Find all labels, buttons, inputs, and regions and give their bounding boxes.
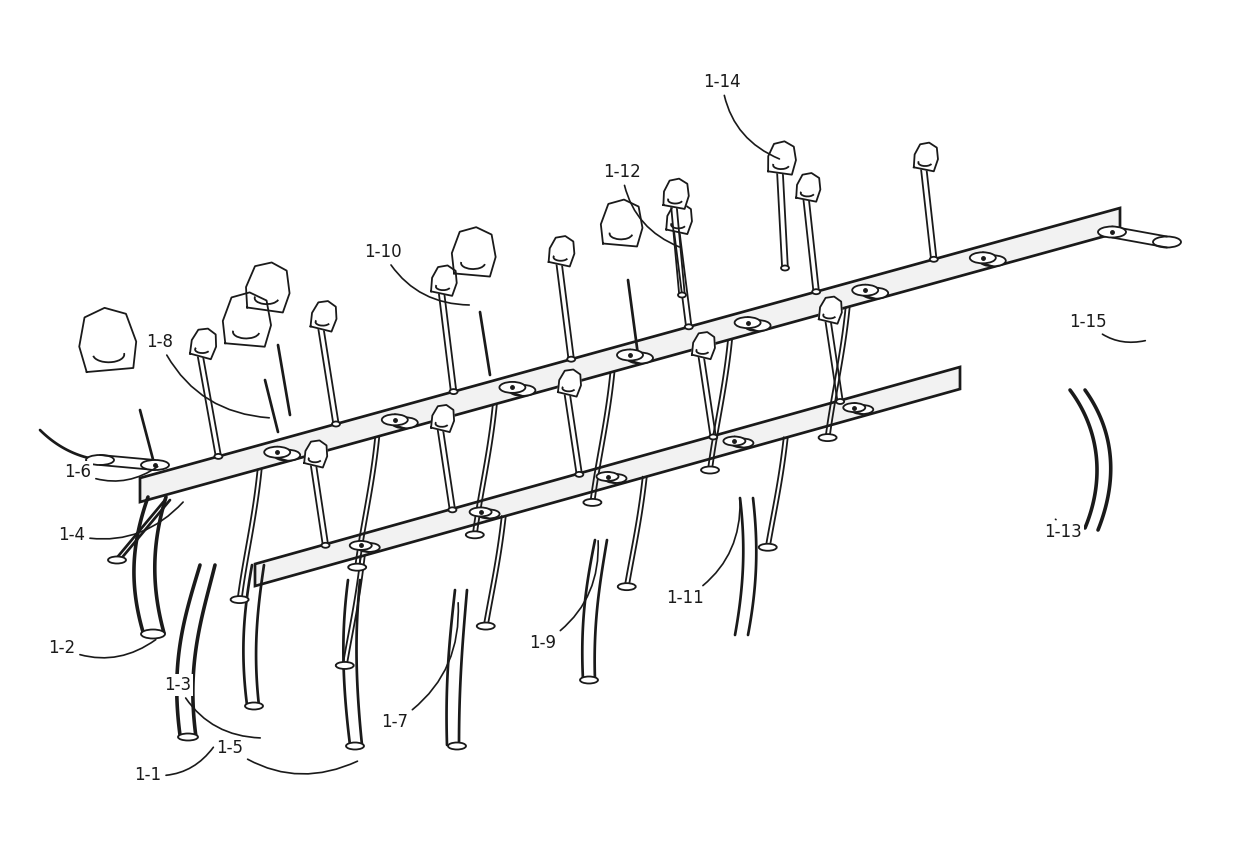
Ellipse shape [179,733,198,740]
Text: 1-5: 1-5 [217,739,357,774]
Ellipse shape [332,421,340,426]
Text: 1-1: 1-1 [134,747,213,784]
Ellipse shape [450,389,458,394]
Ellipse shape [852,285,878,296]
Text: 1-9: 1-9 [529,541,598,652]
Polygon shape [548,236,574,266]
Polygon shape [255,367,960,586]
Ellipse shape [862,288,888,299]
Polygon shape [601,200,642,246]
Text: 1-2: 1-2 [48,639,156,658]
Polygon shape [692,332,715,360]
Text: 1-12: 1-12 [603,163,680,247]
Ellipse shape [734,317,760,328]
Ellipse shape [86,455,114,465]
Ellipse shape [358,543,379,552]
Polygon shape [79,308,136,372]
Ellipse shape [510,385,536,396]
Polygon shape [432,405,454,432]
Ellipse shape [709,435,717,439]
Ellipse shape [215,454,222,459]
Ellipse shape [141,629,165,639]
Ellipse shape [627,353,653,364]
Text: 1-7: 1-7 [382,603,459,731]
Ellipse shape [575,472,583,477]
Polygon shape [246,262,290,312]
Ellipse shape [605,474,626,483]
Text: 1-13: 1-13 [1044,519,1081,541]
Text: 1-4: 1-4 [58,502,184,544]
Ellipse shape [264,447,290,458]
Ellipse shape [274,450,300,461]
Ellipse shape [970,252,996,263]
Ellipse shape [930,257,937,261]
Ellipse shape [348,563,366,571]
Ellipse shape [108,557,126,563]
Ellipse shape [449,508,456,513]
Ellipse shape [744,320,770,331]
Polygon shape [666,204,692,234]
Ellipse shape [836,399,844,404]
Ellipse shape [350,541,372,550]
Ellipse shape [678,293,686,298]
Ellipse shape [759,544,776,551]
Ellipse shape [477,509,500,519]
Ellipse shape [596,472,619,481]
Polygon shape [663,179,688,209]
Text: 1-11: 1-11 [666,501,740,607]
Polygon shape [768,141,796,174]
Polygon shape [190,328,216,360]
Text: 1-15: 1-15 [1069,313,1146,343]
Ellipse shape [781,266,789,271]
Ellipse shape [246,702,263,710]
Ellipse shape [583,499,601,506]
Ellipse shape [818,434,837,441]
Ellipse shape [321,543,330,548]
Ellipse shape [141,460,169,470]
Ellipse shape [470,508,491,516]
Ellipse shape [1153,237,1180,248]
Ellipse shape [500,382,526,393]
Polygon shape [796,173,821,201]
Ellipse shape [851,405,873,414]
Polygon shape [310,301,336,332]
Ellipse shape [476,623,495,629]
Polygon shape [818,297,842,324]
Polygon shape [223,293,272,347]
Text: 1-8: 1-8 [146,333,269,418]
Ellipse shape [231,596,248,603]
Polygon shape [140,208,1120,502]
Text: 1-6: 1-6 [64,463,157,481]
Polygon shape [304,441,327,468]
Ellipse shape [843,403,866,412]
Polygon shape [558,370,582,397]
Ellipse shape [448,743,466,750]
Ellipse shape [980,255,1006,266]
Ellipse shape [346,743,365,750]
Ellipse shape [567,357,575,362]
Ellipse shape [336,662,353,669]
Text: 1-3: 1-3 [165,676,260,738]
Ellipse shape [723,437,745,446]
Ellipse shape [684,324,693,329]
Ellipse shape [812,289,820,294]
Ellipse shape [1097,227,1126,238]
Ellipse shape [732,438,754,448]
Ellipse shape [580,677,598,684]
Text: 1-14: 1-14 [703,73,780,159]
Ellipse shape [392,417,418,428]
Ellipse shape [382,415,408,426]
Ellipse shape [618,583,636,591]
Polygon shape [914,143,937,171]
Ellipse shape [618,349,644,360]
Polygon shape [451,228,496,277]
Polygon shape [432,266,456,296]
Text: 1-10: 1-10 [365,243,469,305]
Ellipse shape [701,466,719,474]
Ellipse shape [466,531,484,538]
